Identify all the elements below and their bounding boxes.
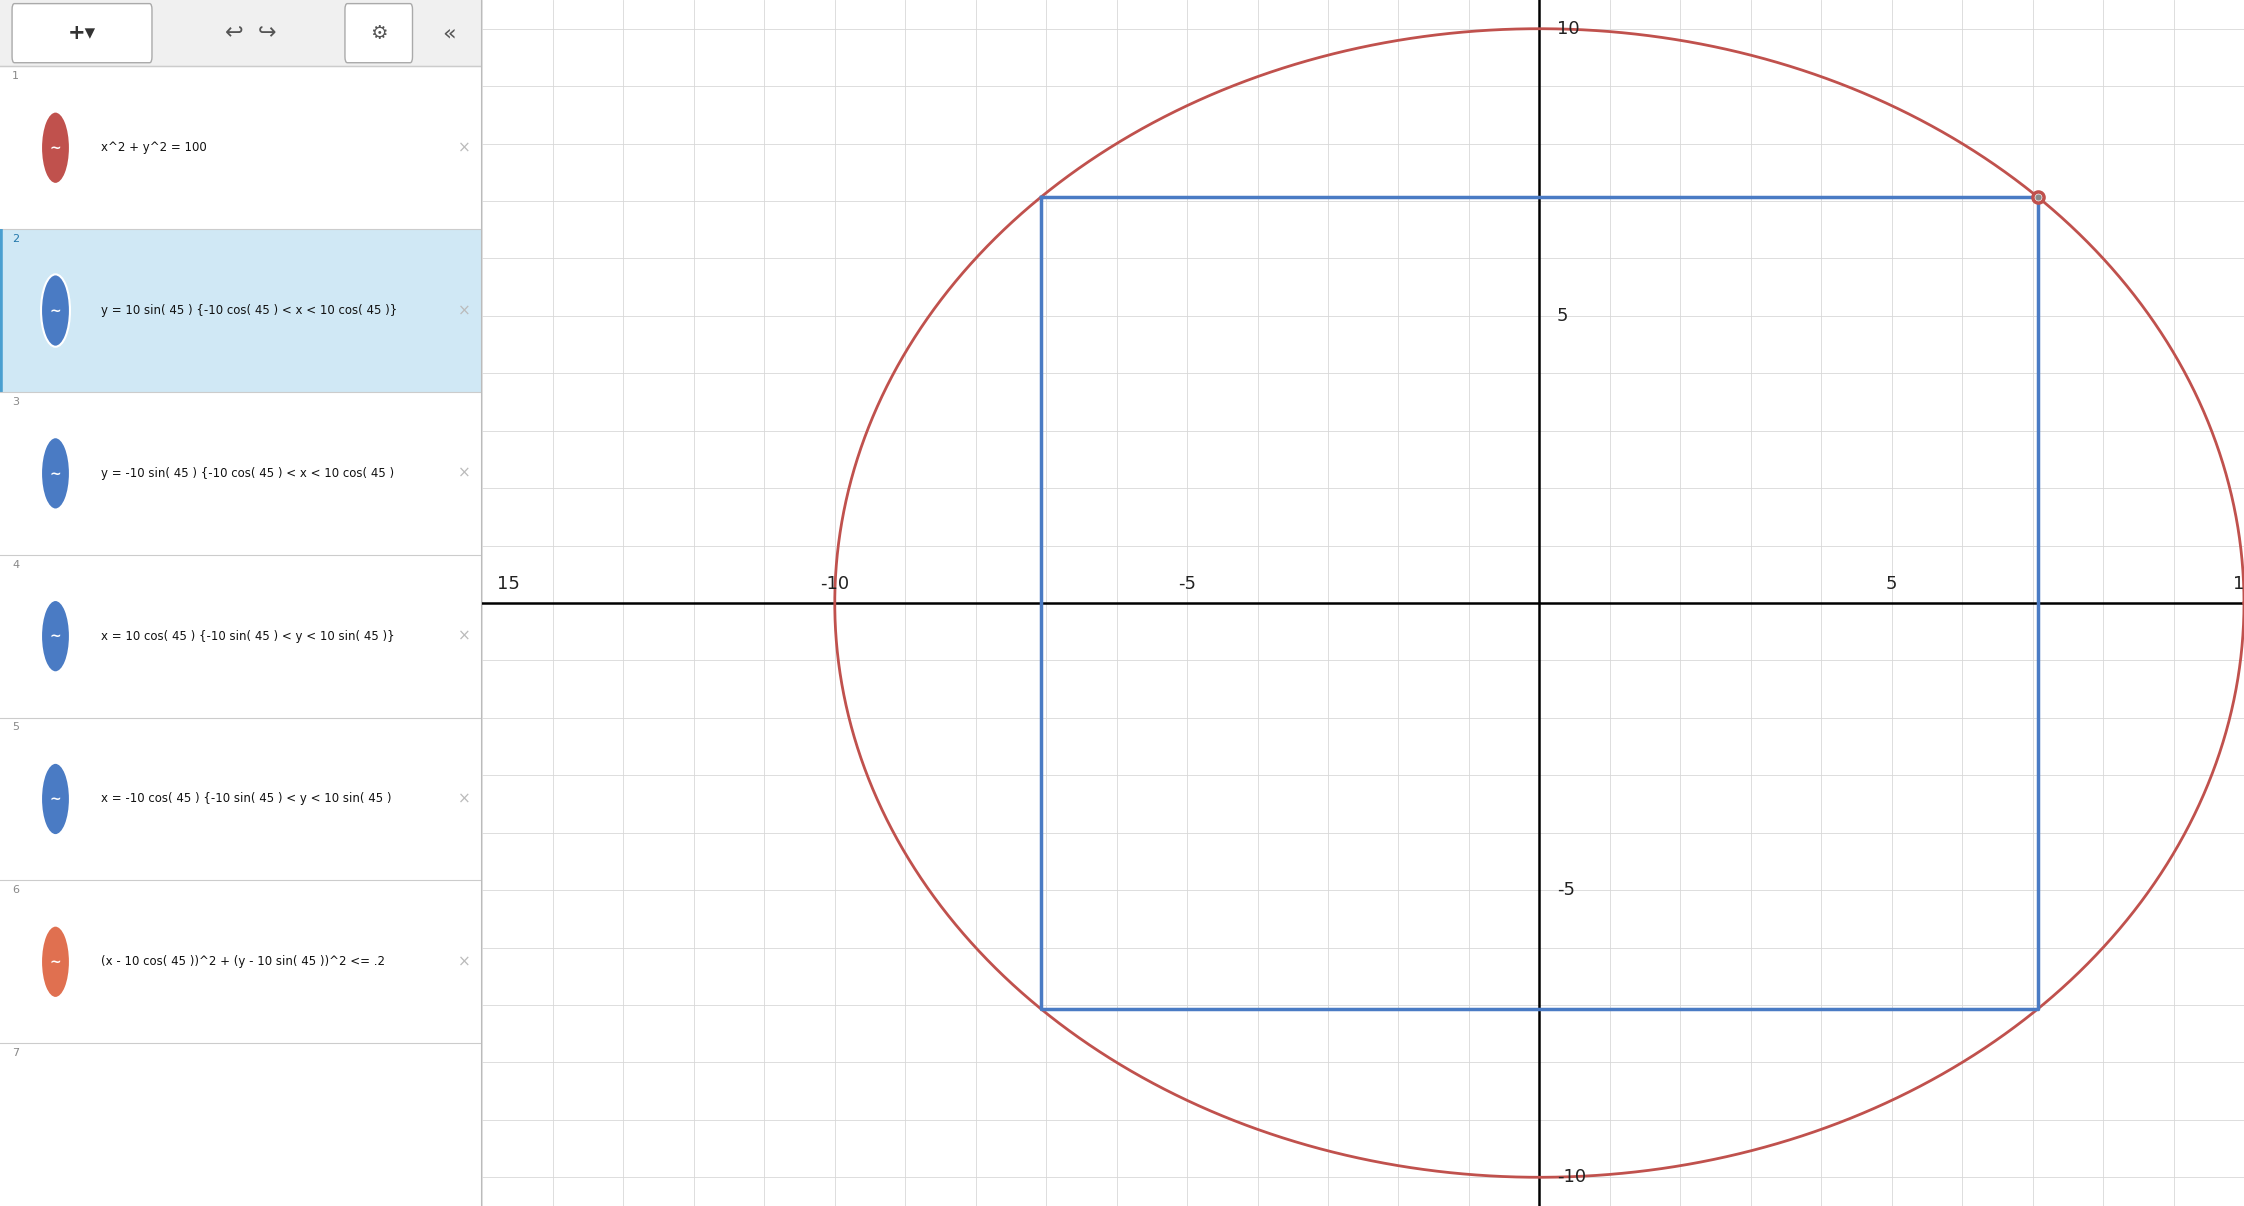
Text: ×: × [458, 466, 471, 481]
Text: 5: 5 [11, 722, 18, 732]
Text: ×: × [458, 140, 471, 156]
Text: (x - 10 cos( 45 ))^2 + (y - 10 sin( 45 ))^2 <= .2: (x - 10 cos( 45 ))^2 + (y - 10 sin( 45 )… [101, 955, 386, 968]
Text: +▾: +▾ [67, 23, 96, 43]
Text: -5: -5 [1557, 882, 1575, 900]
Text: y = 10 sin( 45 ) {-10 cos( 45 ) < x < 10 cos( 45 )}: y = 10 sin( 45 ) {-10 cos( 45 ) < x < 10… [101, 304, 397, 317]
Text: ×: × [458, 303, 471, 318]
Text: ×: × [458, 954, 471, 970]
Text: ×: × [458, 628, 471, 644]
FancyBboxPatch shape [0, 229, 482, 392]
Circle shape [40, 762, 70, 835]
Text: -5: -5 [1178, 575, 1196, 592]
Text: 4: 4 [11, 560, 20, 569]
Text: ⚙: ⚙ [370, 24, 388, 42]
Text: 2: 2 [11, 234, 20, 244]
Text: 10: 10 [2233, 575, 2244, 592]
Text: x = 10 cos( 45 ) {-10 sin( 45 ) < y < 10 sin( 45 )}: x = 10 cos( 45 ) {-10 sin( 45 ) < y < 10… [101, 630, 395, 643]
FancyBboxPatch shape [0, 0, 482, 66]
Circle shape [40, 437, 70, 509]
Text: 5: 5 [1557, 306, 1569, 324]
Text: 1: 1 [11, 71, 18, 81]
FancyBboxPatch shape [0, 66, 482, 229]
FancyBboxPatch shape [0, 392, 482, 555]
Text: 5: 5 [1885, 575, 1898, 592]
FancyBboxPatch shape [0, 880, 482, 1043]
Text: «: « [442, 23, 456, 43]
FancyBboxPatch shape [346, 4, 413, 63]
Text: -10: -10 [1557, 1169, 1587, 1187]
FancyBboxPatch shape [11, 4, 153, 63]
Text: ∼: ∼ [49, 141, 61, 154]
Circle shape [40, 112, 70, 185]
Text: -10: -10 [821, 575, 848, 592]
FancyBboxPatch shape [0, 555, 482, 718]
Text: y = -10 sin( 45 ) {-10 cos( 45 ) < x < 10 cos( 45 ): y = -10 sin( 45 ) {-10 cos( 45 ) < x < 1… [101, 467, 395, 480]
Circle shape [40, 926, 70, 999]
Text: ↩  ↪: ↩ ↪ [224, 23, 276, 43]
Circle shape [40, 601, 70, 672]
Text: 10: 10 [1557, 19, 1580, 37]
Circle shape [40, 275, 70, 347]
Text: 3: 3 [11, 397, 18, 406]
Text: ×: × [458, 791, 471, 807]
FancyBboxPatch shape [0, 1043, 482, 1206]
Text: x = -10 cos( 45 ) {-10 sin( 45 ) < y < 10 sin( 45 ): x = -10 cos( 45 ) {-10 sin( 45 ) < y < 1… [101, 792, 393, 806]
Text: 6: 6 [11, 885, 18, 895]
Text: 15: 15 [496, 575, 518, 592]
Text: ∼: ∼ [49, 467, 61, 480]
Text: ∼: ∼ [49, 304, 61, 317]
FancyBboxPatch shape [0, 718, 482, 880]
Text: ∼: ∼ [49, 792, 61, 806]
Text: 7: 7 [11, 1048, 20, 1058]
Text: ∼: ∼ [49, 630, 61, 643]
Text: ∼: ∼ [49, 955, 61, 968]
Text: x^2 + y^2 = 100: x^2 + y^2 = 100 [101, 141, 206, 154]
